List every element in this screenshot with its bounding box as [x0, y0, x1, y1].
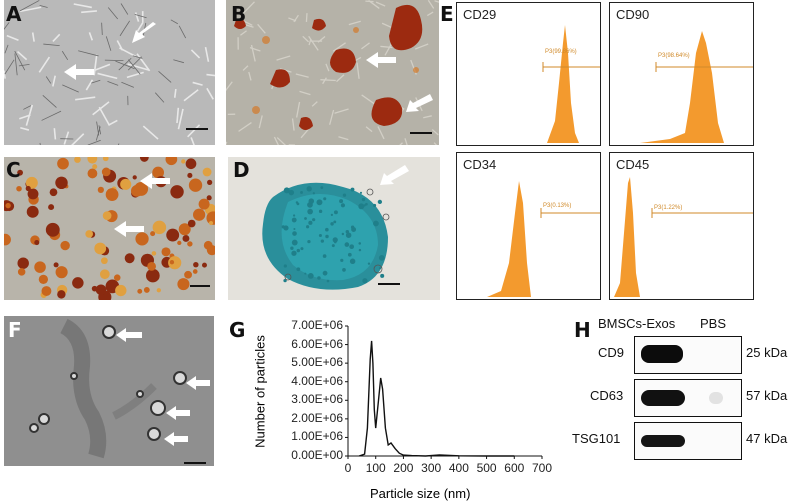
wb-band — [641, 390, 685, 406]
panel-a-image — [4, 0, 215, 145]
panel-d-image — [228, 157, 440, 300]
wb-band — [641, 435, 685, 447]
y-tick-label: 4.00E+06 — [291, 373, 343, 388]
y-axis-label: Number of particles — [252, 335, 268, 448]
arrow-icon — [116, 328, 142, 342]
arrow-icon — [140, 173, 170, 189]
flow-marker-label: CD29 — [463, 7, 497, 22]
flow-gate-label: P3(98.64%) — [658, 53, 690, 59]
panel-c-image — [4, 157, 215, 300]
arrow-icon — [64, 64, 94, 80]
wb-row-size: 57 kDa — [746, 388, 788, 403]
panel-label-d: D — [233, 158, 250, 182]
x-tick-label: 100 — [365, 461, 386, 475]
nta-series-line — [358, 340, 515, 457]
flow-histogram-cd90: CD90 P3(98.64%) — [609, 2, 754, 146]
flow-gate-label: P3(0.13%) — [543, 203, 572, 209]
wb-band — [641, 345, 683, 363]
arrow-icon — [366, 52, 396, 68]
panel-label-f: F — [8, 318, 22, 342]
x-tick-label: 600 — [504, 461, 525, 475]
wb-band — [709, 392, 723, 404]
wb-blot-cd63 — [634, 379, 742, 417]
flow-histogram-cd45: CD45 P3(1.22%) — [609, 152, 754, 300]
x-tick-label: 300 — [421, 461, 442, 475]
wb-column-pbs: PBS — [700, 316, 727, 331]
arrow-icon — [380, 165, 410, 187]
y-tick-label: 7.00E+06 — [291, 318, 343, 332]
nta-chart: 0.00E+00 1.00E+06 2.00E+06 3.00E+06 4.00E+06… — [230, 314, 560, 504]
wb-row-marker: CD63 — [590, 388, 624, 403]
y-tick-label: 6.00E+06 — [291, 336, 343, 351]
flow-marker-label: CD45 — [616, 157, 650, 172]
panel-f-image — [4, 316, 214, 466]
wb-blot-cd9 — [634, 336, 742, 374]
wb-row-size: 47 kDa — [746, 431, 788, 446]
x-tick-label: 0 — [344, 461, 352, 475]
arrow-icon — [406, 94, 434, 114]
x-tick-label: 500 — [476, 461, 497, 475]
cells-phase-contrast — [4, 0, 215, 145]
wb-column-exos: BMSCs-Exos — [598, 316, 676, 331]
flow-gate-label: P3(99.86%) — [545, 49, 577, 55]
arrow-icon — [130, 22, 156, 44]
panel-b-image — [226, 0, 439, 145]
panel-label-a: A — [6, 2, 22, 26]
y-tick-label: 2.00E+06 — [291, 410, 343, 425]
panel-label-h: H — [574, 318, 591, 342]
wb-row-size: 25 kDa — [746, 345, 788, 360]
flow-histogram-cd29: CD29 P3(99.86%) — [456, 2, 601, 146]
x-tick-label: 700 — [532, 461, 553, 475]
osteogenic-stain — [226, 0, 439, 145]
arrow-icon — [166, 406, 190, 420]
panel-label-e: E — [440, 2, 454, 26]
flow-marker-label: CD34 — [463, 157, 497, 172]
tem-exosomes — [29, 318, 206, 464]
panel-label-g: G — [229, 318, 246, 342]
arrow-icon — [114, 221, 144, 237]
y-tick-label: 5.00E+06 — [291, 355, 343, 370]
adipogenic-stain — [4, 157, 215, 300]
panel-label-c: C — [6, 158, 21, 182]
flow-histogram-cd34: CD34 P3(0.13%) — [456, 152, 601, 300]
wb-blot-tsg101 — [634, 422, 742, 460]
arrow-icon — [164, 432, 188, 446]
y-tick-label: 0.00E+00 — [291, 448, 343, 462]
y-tick-label: 3.00E+06 — [291, 392, 343, 407]
x-tick-label: 200 — [393, 461, 414, 475]
x-axis-label: Particle size (nm) — [370, 486, 471, 501]
x-tick-label: 400 — [448, 461, 469, 475]
arrow-icon — [186, 376, 210, 390]
chondrogenic-pellet — [262, 182, 400, 290]
wb-row-marker: TSG101 — [572, 431, 621, 446]
y-tick-label: 1.00E+06 — [291, 429, 343, 444]
flow-marker-label: CD90 — [616, 7, 650, 22]
panel-label-b: B — [231, 2, 247, 26]
flow-gate-label: P3(1.22%) — [654, 205, 683, 211]
wb-row-marker: CD9 — [598, 345, 625, 360]
